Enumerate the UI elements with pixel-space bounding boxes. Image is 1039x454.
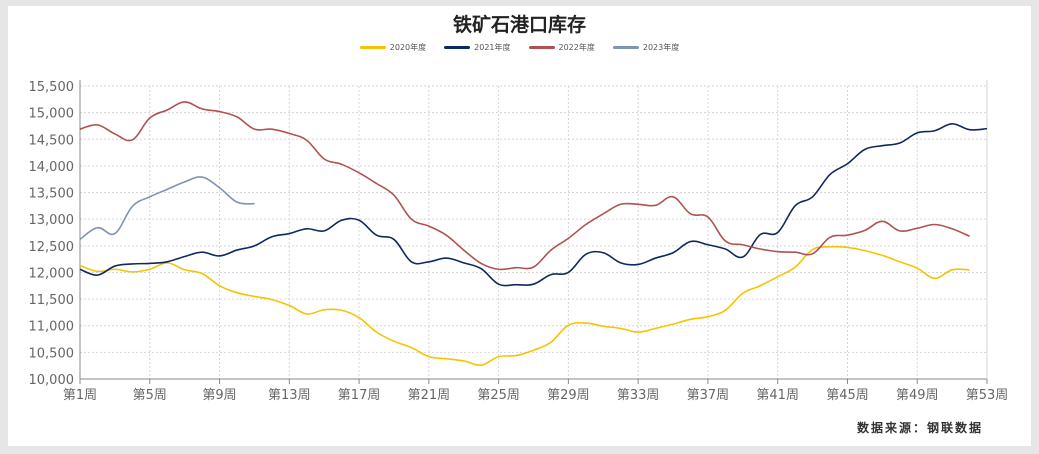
x-tick-label: 第13周 <box>268 388 311 403</box>
data-source: 数据来源：钢联数据 <box>856 421 983 435</box>
legend-label: 2020年度 <box>389 43 427 52</box>
x-tick-label: 第17周 <box>338 388 381 403</box>
x-tick-label: 第41周 <box>756 388 799 403</box>
y-tick-label: 15,500 <box>29 80 75 95</box>
x-tick-label: 第33周 <box>617 388 660 403</box>
x-tick-label: 第49周 <box>896 388 939 403</box>
y-tick-label: 10,500 <box>29 346 75 361</box>
legend: 2020年度 2021年度 2022年度 2023年度 <box>8 42 1031 53</box>
line-chart: 10,000 10,500 11,000 11,500 12,000 12,500 13,0… <box>29 80 1009 403</box>
x-tick-label: 第21周 <box>408 388 451 403</box>
legend-item[interactable]: 2022年度 <box>528 42 595 53</box>
legend-item[interactable]: 2021年度 <box>444 42 511 53</box>
x-tick-label: 第45周 <box>826 388 869 403</box>
y-tick-label: 11,500 <box>29 293 75 308</box>
chart-title: 铁矿石港口库存 <box>452 14 586 36</box>
legend-swatch <box>359 46 386 49</box>
legend-label: 2022年度 <box>558 43 595 52</box>
legend-item[interactable]: 2020年度 <box>359 42 427 53</box>
legend-item[interactable]: 2023年度 <box>612 42 680 53</box>
x-tick-label: 第37周 <box>687 388 730 403</box>
series-line-2021年度 <box>79 123 988 287</box>
legend-swatch <box>444 46 471 49</box>
y-tick-label: 12,500 <box>29 240 75 255</box>
series-line-2023年度 <box>79 176 255 241</box>
x-tick-label: 第5周 <box>133 388 167 403</box>
x-tick-label: 第9周 <box>202 388 236 403</box>
y-tick-label: 10,000 <box>29 373 75 388</box>
series-line-2020年度 <box>79 245 970 367</box>
chart-card: 铁矿石港口库存 2020年度 2021年度 2022年度 2023年度 10,000 1… <box>8 6 1031 446</box>
x-tick-label: 第25周 <box>477 388 520 403</box>
legend-label: 2023年度 <box>642 43 680 52</box>
legend-swatch <box>528 46 555 49</box>
legend-label: 2021年度 <box>474 43 511 52</box>
y-tick-label: 14,000 <box>29 160 75 175</box>
series-line-2022年度 <box>79 101 970 271</box>
y-tick-label: 12,000 <box>29 266 75 281</box>
y-tick-label: 15,000 <box>29 107 75 122</box>
y-tick-label: 13,000 <box>29 213 75 228</box>
legend-swatch <box>612 46 639 49</box>
y-tick-label: 11,000 <box>29 320 75 335</box>
x-tick-label: 第29周 <box>547 388 590 403</box>
y-tick-label: 14,500 <box>29 133 75 148</box>
x-tick-label: 第53周 <box>966 388 1009 403</box>
x-tick-label: 第1周 <box>63 388 97 403</box>
y-tick-label: 13,500 <box>29 187 75 202</box>
